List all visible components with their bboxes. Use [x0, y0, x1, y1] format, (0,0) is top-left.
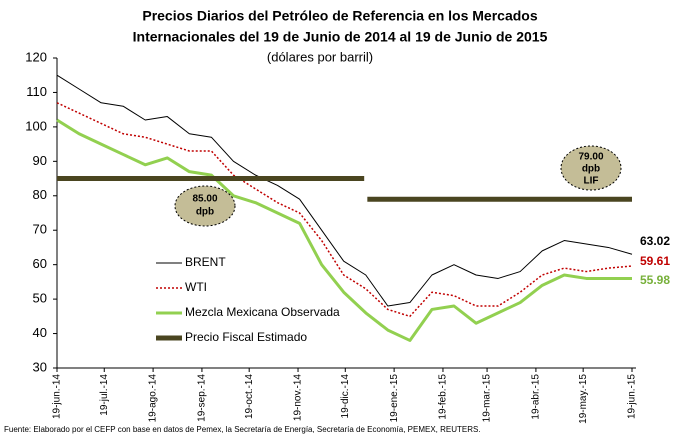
annotation-text: 85.00: [192, 194, 217, 205]
chart-title: Precios Diarios del Petróleo de Referenc…: [142, 8, 537, 24]
x-tick-label: 19-sep.-14: [197, 374, 208, 422]
y-tick-label: 70: [33, 222, 47, 237]
series-line: [57, 176, 632, 202]
x-tick-label: 19-jun.-14: [52, 374, 63, 419]
annotation: 85.00 dpb 79.00 dpb LIF: [174, 145, 622, 227]
x-tick-label: 19-ene.-15: [389, 374, 400, 423]
legend-label: Precio Fiscal Estimado: [185, 330, 307, 344]
x-tick-label: 19-jun.-15: [627, 374, 638, 419]
chart-title: Internacionales del 19 de Junio de 2014 …: [133, 29, 548, 45]
source-note: Fuente: Elaborado por el CEFP con base e…: [4, 425, 481, 434]
end-value-label: 63.02: [640, 234, 670, 248]
legend-label: BRENT: [185, 255, 226, 269]
annotation-bubble: [560, 145, 622, 191]
annotation-text: LIF: [584, 176, 599, 187]
y-tick-label: 90: [33, 153, 47, 168]
y-tick-label: 80: [33, 187, 47, 202]
legend-label: Mezcla Mexicana Observada: [185, 305, 340, 319]
legend-label: WTI: [185, 280, 207, 294]
annotation-text: 79.00: [578, 152, 603, 163]
y-tick-label: 110: [26, 84, 47, 99]
chart-subtitle: (dólares por barril): [267, 49, 373, 64]
x-tick-label: 19-may.-15: [578, 374, 589, 424]
x-tick-label: 19-abr.-15: [531, 374, 542, 420]
y-tick-label: 30: [33, 359, 47, 374]
x-tick-label: 19-oct.-14: [244, 374, 255, 419]
x-tick-label: 19-mar.-15: [482, 374, 493, 423]
annotation-text: dpb: [196, 207, 214, 218]
end-value-label: 55.98: [640, 273, 670, 287]
x-tick-label: 19-dic.-14: [340, 374, 351, 419]
plot: 30 40 50 60 70 80 90 100 110 120 19-jun.-14 19-jul.…: [25, 49, 670, 423]
x-tick-label: 19-ago.-14: [148, 374, 159, 423]
y-tick-label: 40: [33, 325, 47, 340]
annotation-text: dpb: [582, 164, 600, 175]
series-line: [56, 102, 633, 318]
x-tick-label: 19-feb.-15: [438, 374, 449, 420]
y-tick-label: 60: [33, 256, 47, 271]
y-tick-label: 120: [25, 49, 47, 64]
y-tick-label: 50: [33, 291, 47, 306]
end-value-label: 59.61: [640, 254, 670, 268]
x-tick-label: 19-nov.-14: [293, 374, 304, 422]
x-tick-label: 19-jul.-14: [99, 374, 110, 416]
y-tick-label: 100: [25, 118, 47, 133]
series-line: [56, 74, 633, 307]
series-line: [56, 118, 633, 342]
annotation-bubble: [174, 185, 236, 227]
